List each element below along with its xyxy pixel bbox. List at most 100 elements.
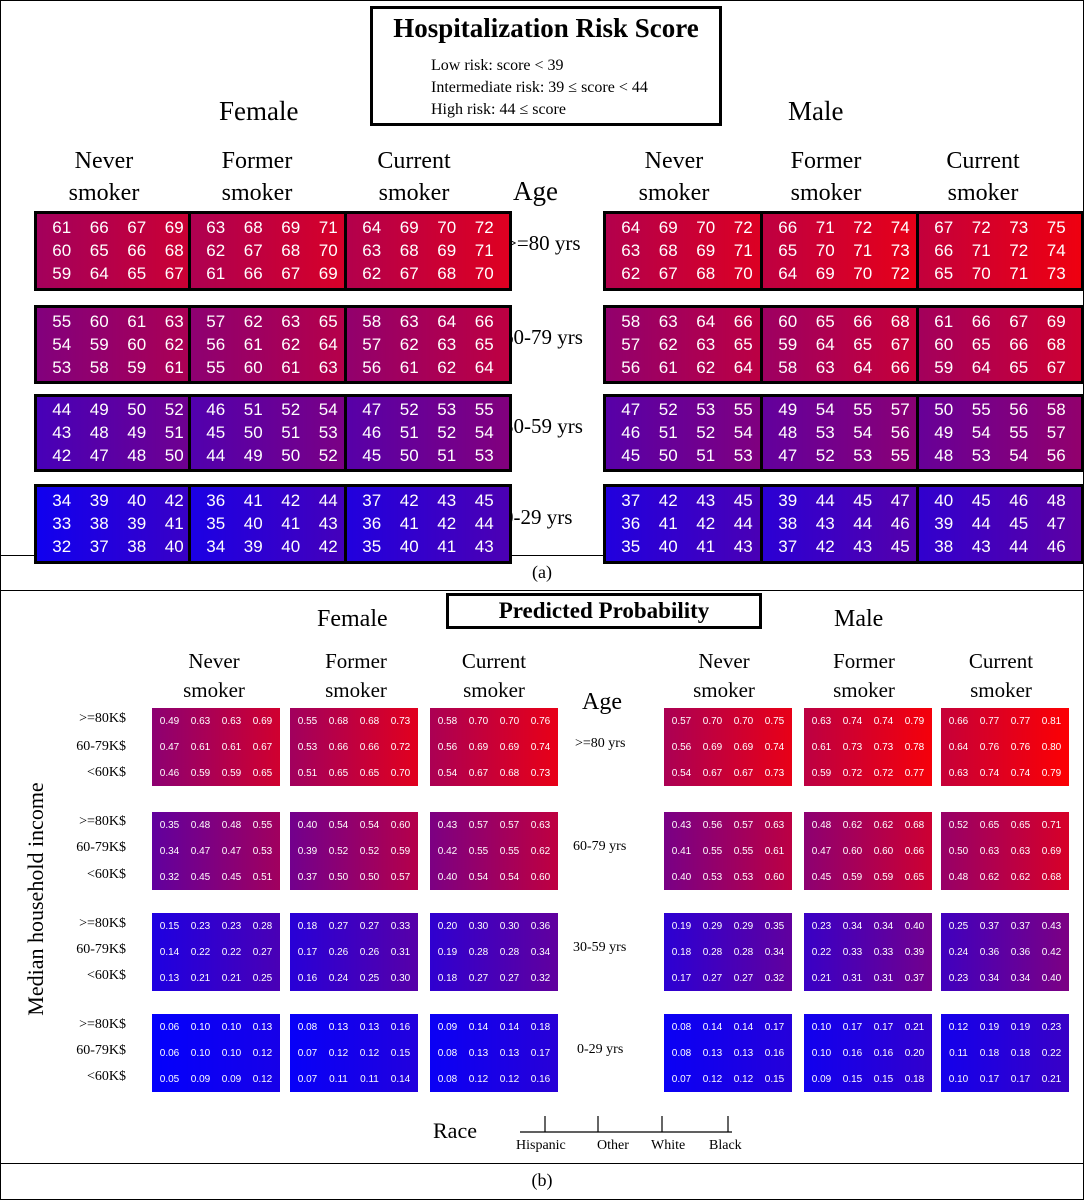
heatmap-cell: 55 [52,311,72,331]
heatmap-cell: 0.60 [530,871,551,883]
heatmap-cell: 0.52 [948,819,969,831]
heatmap-cell: 0.43 [671,819,692,831]
heatmap-cell: 0.17 [297,946,318,958]
heatmap-cell: 0.13 [733,1047,754,1059]
heatmap-cell: 0.27 [252,946,273,958]
heatmap-cell: 62 [362,264,382,284]
heatmap-cell: 0.18 [1010,1047,1031,1059]
heatmap-cell: 68 [1046,334,1066,354]
heatmap-a-male-never-80plus: 64 69 70 72 63 68 69 71 62 67 68 70 [603,211,771,291]
heatmap-cell: 67 [890,334,910,354]
heatmap-cell: 38 [778,513,798,533]
heatmap-cell: 46 [1046,537,1066,557]
heatmap-cell: 0.76 [530,715,551,727]
heatmap-cell: 0.19 [437,946,458,958]
heatmap-cell: 0.23 [190,920,211,932]
heatmap-cell: 0.33 [390,920,411,932]
heatmap-cell: 53 [474,445,494,465]
heatmap-cell: 0.25 [359,972,380,984]
heatmap-cell: 51 [658,422,678,442]
income-label: >=80K$ [79,916,126,931]
heatmap-cell: 46 [621,422,641,442]
heatmap-b-male-never-80plus: 0.57 0.70 0.70 0.75 0.56 0.69 0.69 0.74 0.54 0.67… [664,708,792,786]
heatmap-b-female-never-30-59: 0.15 0.23 0.23 0.28 0.14 0.22 0.22 0.27 0.13 0.21… [152,913,280,991]
heatmap-cell: 0.48 [190,819,211,831]
heatmap-cell: 0.69 [702,741,723,753]
heatmap-cell: 55 [733,400,753,420]
heatmap-cell: 47 [362,400,382,420]
heatmap-cell: 63 [696,334,716,354]
heatmap-cell: 54 [733,422,753,442]
male-label-a: Male [788,96,844,126]
heatmap-cell: 0.52 [359,845,380,857]
heatmap-cell: 73 [1009,217,1029,237]
heatmap-cell: 50 [281,445,301,465]
heatmap-cell: 0.35 [159,819,180,831]
heatmap-cell: 74 [890,217,910,237]
heatmap-cell: 58 [621,311,641,331]
heatmap-cell: 65 [934,264,954,284]
heatmap-b-male-former-60-79: 0.48 0.62 0.62 0.68 0.47 0.60 0.60 0.66 0.45 0.59… [804,812,932,890]
heatmap-cell: 58 [1046,400,1066,420]
heatmap-cell: 45 [890,537,910,557]
heatmap-cell: 68 [164,240,184,260]
heatmap-cell: 0.76 [979,741,1000,753]
heatmap-cell: 69 [281,217,301,237]
heatmap-a-male-current-80plus: 67 72 73 75 66 71 72 74 65 70 71 73 [916,211,1084,291]
heatmap-cell: 0.06 [159,1021,180,1033]
heatmap-cell: 43 [696,490,716,510]
heatmap-cell: 64 [621,217,641,237]
heatmap-cell: 0.80 [1041,741,1062,753]
heatmap-cell: 0.10 [221,1021,242,1033]
heatmap-cell: 54 [474,422,494,442]
heatmap-cell: 40 [934,490,954,510]
heatmap-cell: 69 [164,217,184,237]
heatmap-cell: 0.18 [904,1073,925,1085]
heatmap-cell: 0.14 [159,946,180,958]
heatmap-cell: 0.08 [437,1073,458,1085]
heatmap-cell: 51 [437,445,457,465]
risk-score-title: Hospitalization Risk Score [393,13,699,43]
heatmap-b-male-never-60-79: 0.43 0.56 0.57 0.63 0.41 0.55 0.55 0.61 0.40 0.53… [664,812,792,890]
heatmap-cell: 0.17 [671,972,692,984]
heatmap-a-female-current-60-79: 58 63 64 66 57 62 63 65 56 61 62 64 [344,305,512,384]
heatmap-cell: 52 [399,400,419,420]
heatmap-cell: 40 [164,537,184,557]
heatmap-cell: 0.15 [842,1073,863,1085]
heatmap-b-female-never-60-79: 0.35 0.48 0.48 0.55 0.34 0.47 0.47 0.53 0.32 0.45… [152,812,280,890]
age-label-a-0-29: 0-29 yrs [503,505,573,529]
heatmap-cell: 0.57 [671,715,692,727]
heatmap-cell: 0.12 [468,1073,489,1085]
heatmap-cell: 0.09 [190,1073,211,1085]
heatmap-cell: 70 [971,264,991,284]
probability-title-box: Predicted Probability [446,593,762,629]
heatmap-cell: 0.09 [811,1073,832,1085]
heatmap-cell: 67 [127,217,147,237]
heatmap-cell: 0.16 [530,1073,551,1085]
heatmap-cell: 39 [778,490,798,510]
heatmap-cell: 0.79 [1041,767,1062,779]
heatmap-cell: 0.50 [948,845,969,857]
heatmap-cell: 0.34 [873,920,894,932]
heatmap-cell: 48 [1046,490,1066,510]
heatmap-cell: 0.60 [842,845,863,857]
heatmap-a-female-current-0-29: 37 42 43 45 36 41 42 44 35 40 41 43 [344,484,512,564]
heatmap-cell: 0.17 [530,1047,551,1059]
heatmap-cell: 0.10 [811,1021,832,1033]
heatmap-cell: 0.29 [702,920,723,932]
heatmap-cell: 51 [164,422,184,442]
heatmap-cell: 0.34 [530,946,551,958]
heatmap-cell: 73 [1046,264,1066,284]
heatmap-cell: 53 [318,422,338,442]
heatmap-cell: 55 [474,400,494,420]
heatmap-cell: 0.27 [733,972,754,984]
heatmap-b-male-current-60-79: 0.52 0.65 0.65 0.71 0.50 0.63 0.63 0.69 0.48 0.62… [941,812,1069,890]
heatmap-cell: 53 [971,445,991,465]
heatmap-cell: 65 [733,334,753,354]
heatmap-cell: 0.42 [437,845,458,857]
heatmap-cell: 72 [474,217,494,237]
heatmap-b-male-current-0-29: 0.12 0.19 0.19 0.23 0.11 0.18 0.18 0.22 0.10 0.17… [941,1014,1069,1092]
heatmap-cell: 66 [778,217,798,237]
heatmap-cell: 68 [658,240,678,260]
heatmap-cell: 67 [281,264,301,284]
